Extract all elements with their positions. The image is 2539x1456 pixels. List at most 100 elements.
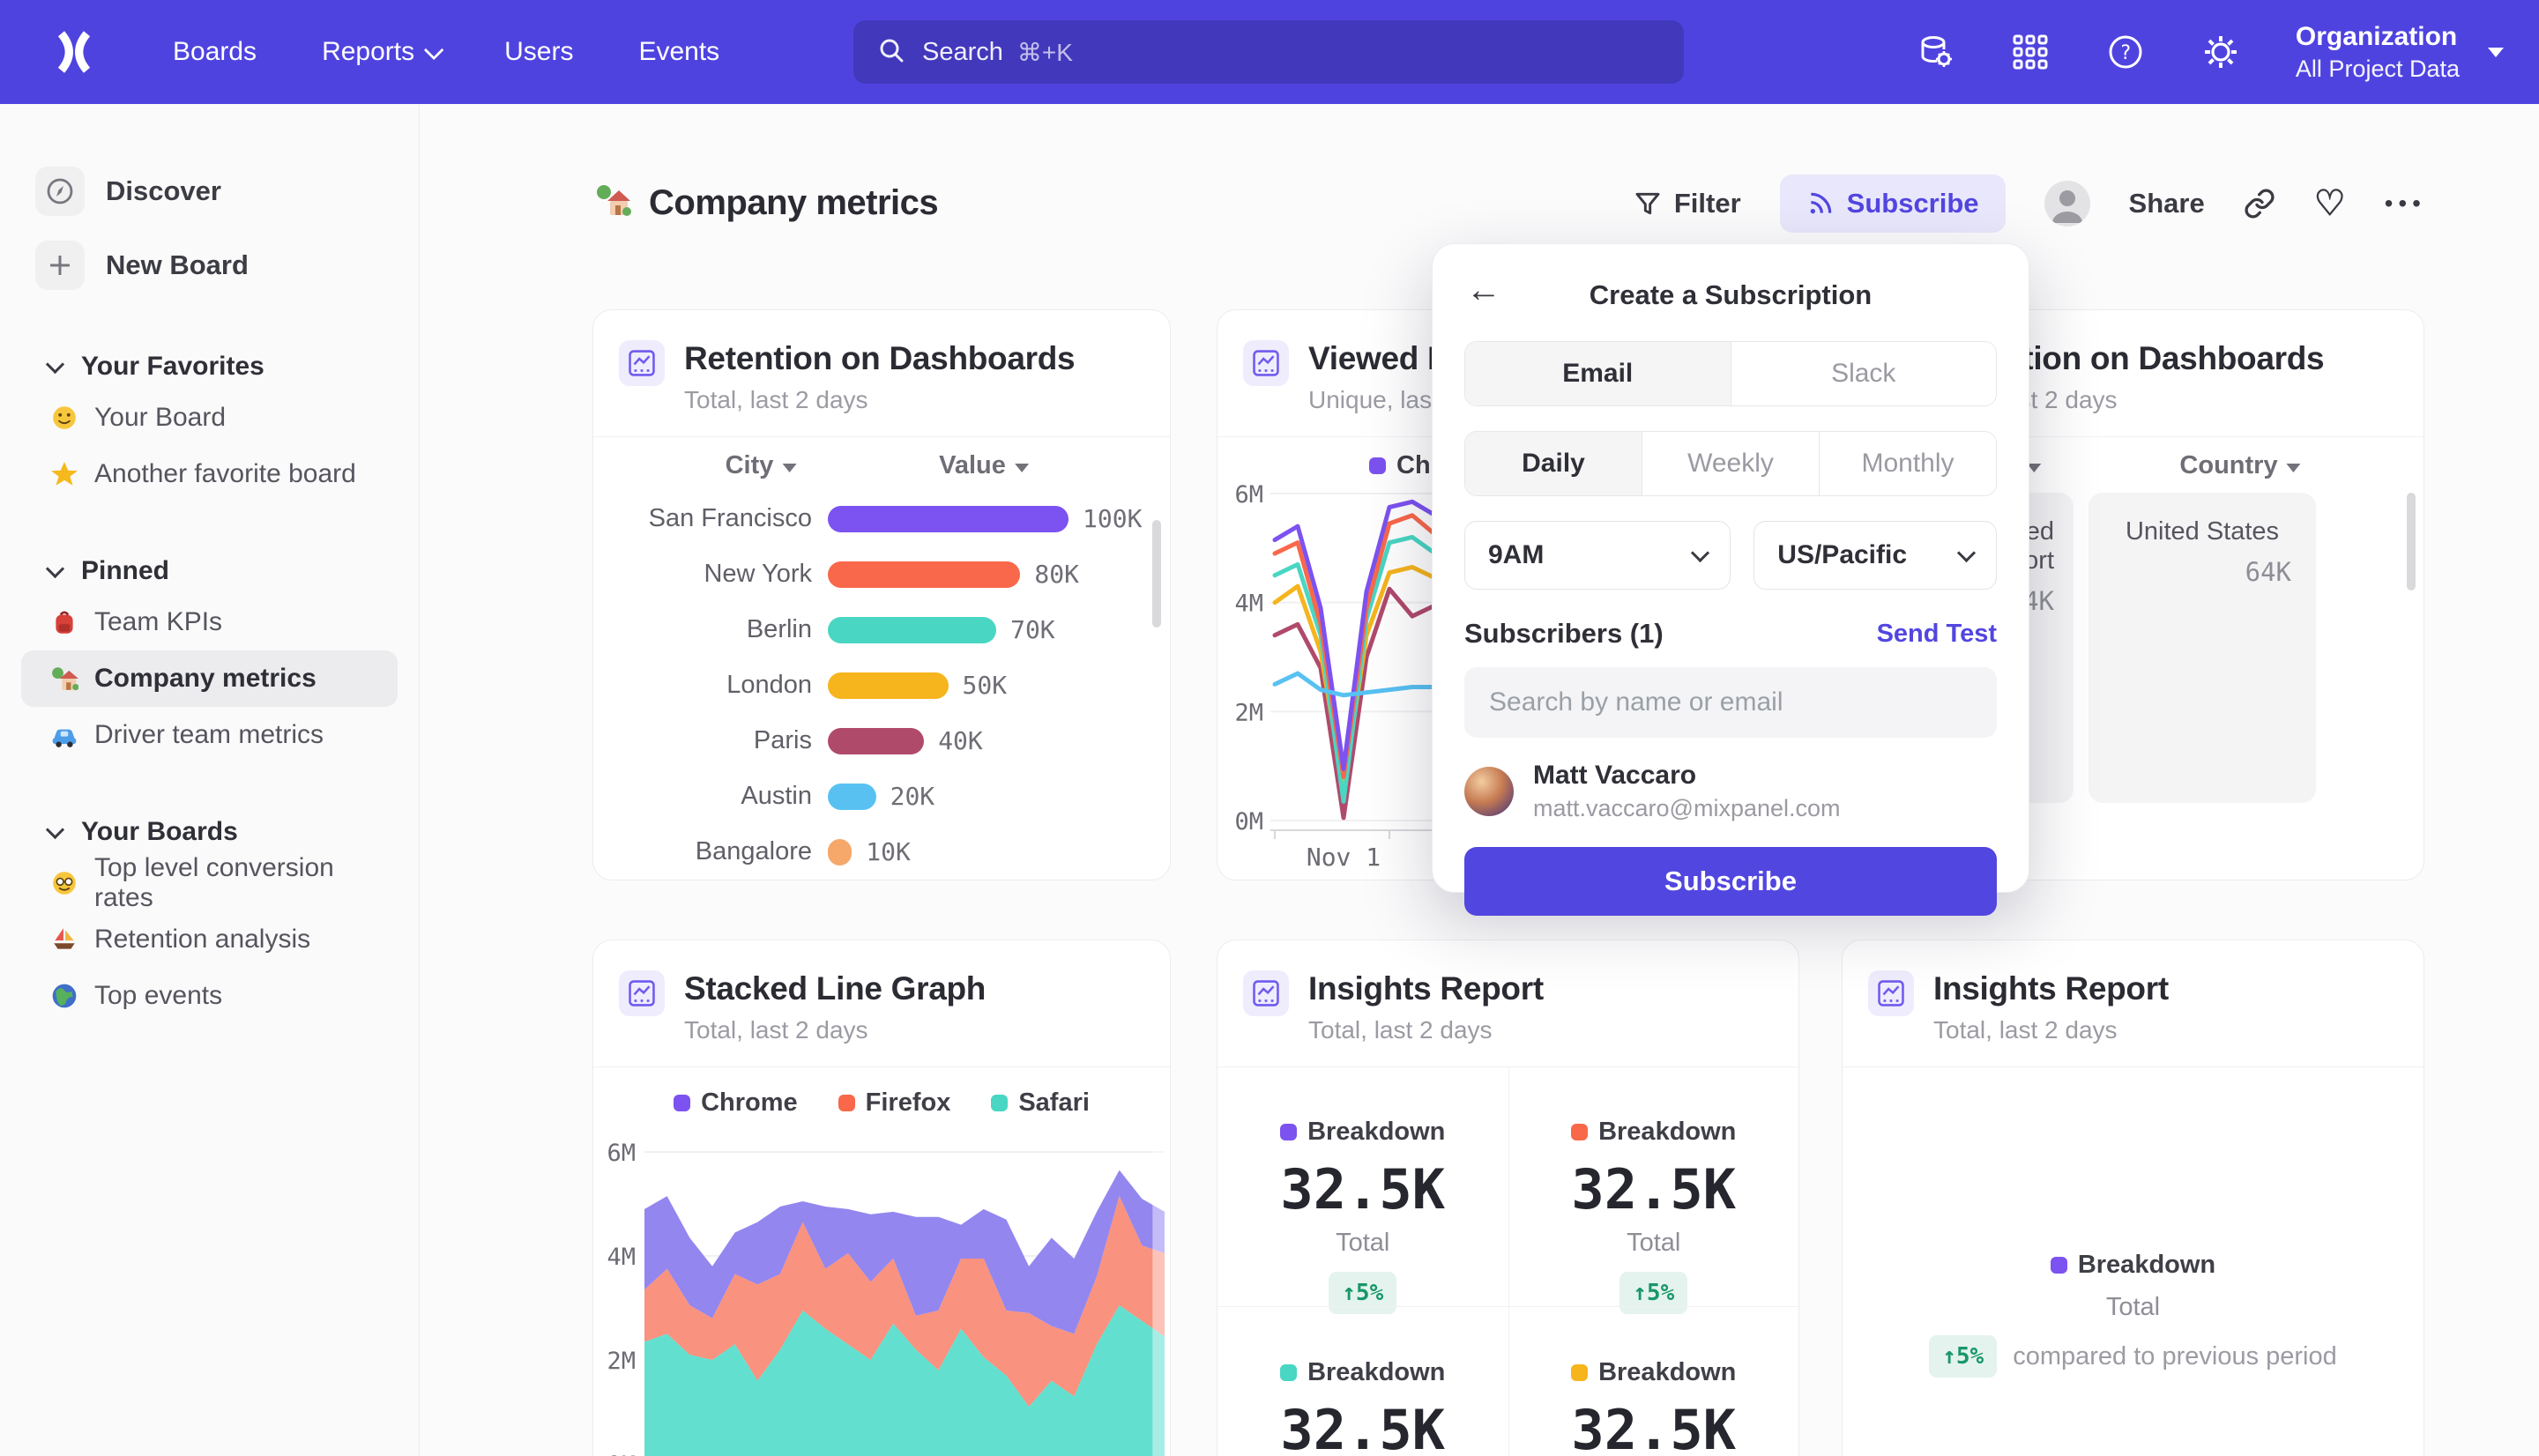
settings-gear-icon[interactable] xyxy=(2200,32,2241,72)
sidebar-item-retention-analysis[interactable]: Retention analysis xyxy=(0,911,398,968)
sidebar-section-header[interactable]: Your Favorites xyxy=(0,344,419,390)
scrollbar[interactable] xyxy=(2407,493,2416,591)
delta-badge: ↑5% xyxy=(1929,1335,1998,1378)
divider xyxy=(1843,436,2424,437)
org-switcher[interactable]: Organization All Project Data xyxy=(2296,22,2460,83)
legend-label: Firefox xyxy=(865,1088,951,1117)
sidebar-item-top-events[interactable]: Top events xyxy=(0,968,398,1024)
mixpanel-logo-icon[interactable] xyxy=(49,27,99,77)
apps-grid-icon[interactable] xyxy=(2010,32,2051,72)
country-panel[interactable]: United States 64K xyxy=(2089,493,2316,803)
data-management-icon[interactable] xyxy=(1915,32,1955,72)
subscribe-button[interactable]: Subscribe xyxy=(1779,175,2006,233)
sidebar-item-team-kpis[interactable]: Team KPIs xyxy=(0,594,398,650)
bar-row[interactable]: Paris 40K xyxy=(593,713,1170,769)
delta-badge: ↑5% xyxy=(1619,1272,1688,1314)
tile-value: 32.5K xyxy=(1280,1157,1446,1222)
bar-row[interactable]: London 50K xyxy=(593,657,1170,713)
column-header-city[interactable]: City xyxy=(726,451,797,480)
bar-row[interactable]: New York 80K xyxy=(593,546,1170,602)
share-button[interactable]: Share xyxy=(2129,188,2205,219)
sidebar-item-discover[interactable]: Discover xyxy=(35,159,419,224)
tab-email[interactable]: Email xyxy=(1465,342,1731,405)
bar xyxy=(828,616,997,643)
legend-dot xyxy=(2050,1257,2067,1274)
back-arrow-icon[interactable]: ← xyxy=(1466,271,1501,309)
sidebar-section-header[interactable]: Your Boards xyxy=(0,809,419,855)
card-header: Stacked Line Graph Total, last 2 days xyxy=(593,940,1170,1044)
bar-value: 10K xyxy=(866,837,911,866)
bar-row[interactable]: Berlin 70K xyxy=(593,602,1170,657)
legend-item-safari[interactable]: Safari xyxy=(991,1088,1090,1118)
sidebar-item-label: Your Board xyxy=(94,403,227,432)
legend-item-firefox[interactable]: Firefox xyxy=(838,1088,951,1118)
bar xyxy=(828,727,925,754)
cadence-tabs: Daily Weekly Monthly xyxy=(1464,431,1997,496)
nav-item-reports[interactable]: Reports xyxy=(322,37,444,67)
globe-icon xyxy=(48,980,80,1012)
card-subtitle: Total, last 2 days xyxy=(1933,1015,2118,1044)
send-test-link[interactable]: Send Test xyxy=(1876,619,1997,648)
sidebar-item-driver-team-metrics[interactable]: Driver team metrics xyxy=(0,707,398,763)
subscriber-search-input[interactable] xyxy=(1464,667,1997,738)
bar xyxy=(828,672,949,699)
time-select[interactable]: 9AM xyxy=(1464,521,1731,590)
subscriber-name: Matt Vaccaro xyxy=(1533,761,1697,790)
page-actions: Filter Subscribe Share ♡ ••• xyxy=(1634,175,2426,233)
panel-line1: United States xyxy=(2125,517,2280,546)
tab-slack[interactable]: Slack xyxy=(1730,342,1996,405)
nav-item-users[interactable]: Users xyxy=(504,37,573,67)
favorite-heart-button[interactable]: ♡ xyxy=(2313,184,2346,223)
legend-item-chrome[interactable]: Chrome xyxy=(674,1088,798,1118)
sidebar-item-another-favorite-board[interactable]: Another favorite board xyxy=(0,446,398,502)
sidebar-item-company-metrics[interactable]: Company metrics xyxy=(21,650,398,707)
card-title: Retention on Dashboards xyxy=(684,340,1076,376)
search-shortcut: ⌘+K xyxy=(1016,38,1073,66)
avatar[interactable] xyxy=(2044,181,2090,227)
nav-item-boards[interactable]: Boards xyxy=(173,37,257,67)
sidebar-item-top-level-conversion-rates[interactable]: Top level conversion rates xyxy=(0,853,398,912)
compass-icon xyxy=(35,167,85,216)
star-icon xyxy=(48,458,80,490)
timezone-select[interactable]: US/Pacific xyxy=(1753,521,1997,590)
help-icon[interactable]: ? xyxy=(2105,32,2146,72)
copy-link-button[interactable] xyxy=(2244,188,2275,219)
bar-row[interactable]: Austin 20K xyxy=(593,769,1170,824)
nav-item-events[interactable]: Events xyxy=(638,37,719,67)
insights-single-block: Breakdown Total ↑5% compared to previous… xyxy=(1843,1251,2424,1378)
glasses-icon xyxy=(48,867,80,899)
sidebar-item-label: Retention analysis xyxy=(94,925,311,954)
sidebar-item-your-board[interactable]: Your Board xyxy=(0,390,398,446)
backpack-icon xyxy=(48,606,80,638)
bar-row[interactable]: Bangalore 10K xyxy=(593,824,1170,880)
sidebar-item-label: Top level conversion rates xyxy=(94,853,334,912)
scrollbar[interactable] xyxy=(1152,520,1161,628)
stacked-area-chart[interactable]: 0M 2M 4M 6M xyxy=(593,1138,1171,1456)
sidebar-section-header[interactable]: Pinned xyxy=(0,548,419,594)
modal-subscribe-button[interactable]: Subscribe xyxy=(1464,847,1997,916)
org-caret-down-icon xyxy=(2488,47,2504,57)
bar-value: 70K xyxy=(1010,615,1055,644)
tab-daily[interactable]: Daily xyxy=(1465,432,1642,495)
sidebar-item-new-board[interactable]: New Board xyxy=(35,233,419,298)
funnel-icon xyxy=(1635,192,1660,215)
bar-row[interactable]: San Francisco 100K xyxy=(593,491,1170,546)
filter-button[interactable]: Filter xyxy=(1634,188,1741,219)
report-chart-icon xyxy=(619,340,665,386)
tab-weekly[interactable]: Weekly xyxy=(1642,432,1819,495)
divider xyxy=(1843,1066,2424,1067)
sort-caret-icon xyxy=(2286,463,2301,472)
tab-monthly[interactable]: Monthly xyxy=(1819,432,1996,495)
subscriber-row[interactable]: Matt Vaccaro matt.vaccaro@mixpanel.com xyxy=(1464,761,1997,822)
legend-item-breakdown[interactable]: Breakdown xyxy=(2050,1251,2215,1280)
more-options-button[interactable]: ••• xyxy=(2384,189,2426,217)
column-header-value[interactable]: Value xyxy=(939,451,1029,480)
bar xyxy=(828,838,853,865)
search-input[interactable]: Search ⌘+K xyxy=(853,20,1684,84)
legend-dot xyxy=(1280,1124,1298,1140)
column-header-country[interactable]: Country xyxy=(2179,451,2301,480)
